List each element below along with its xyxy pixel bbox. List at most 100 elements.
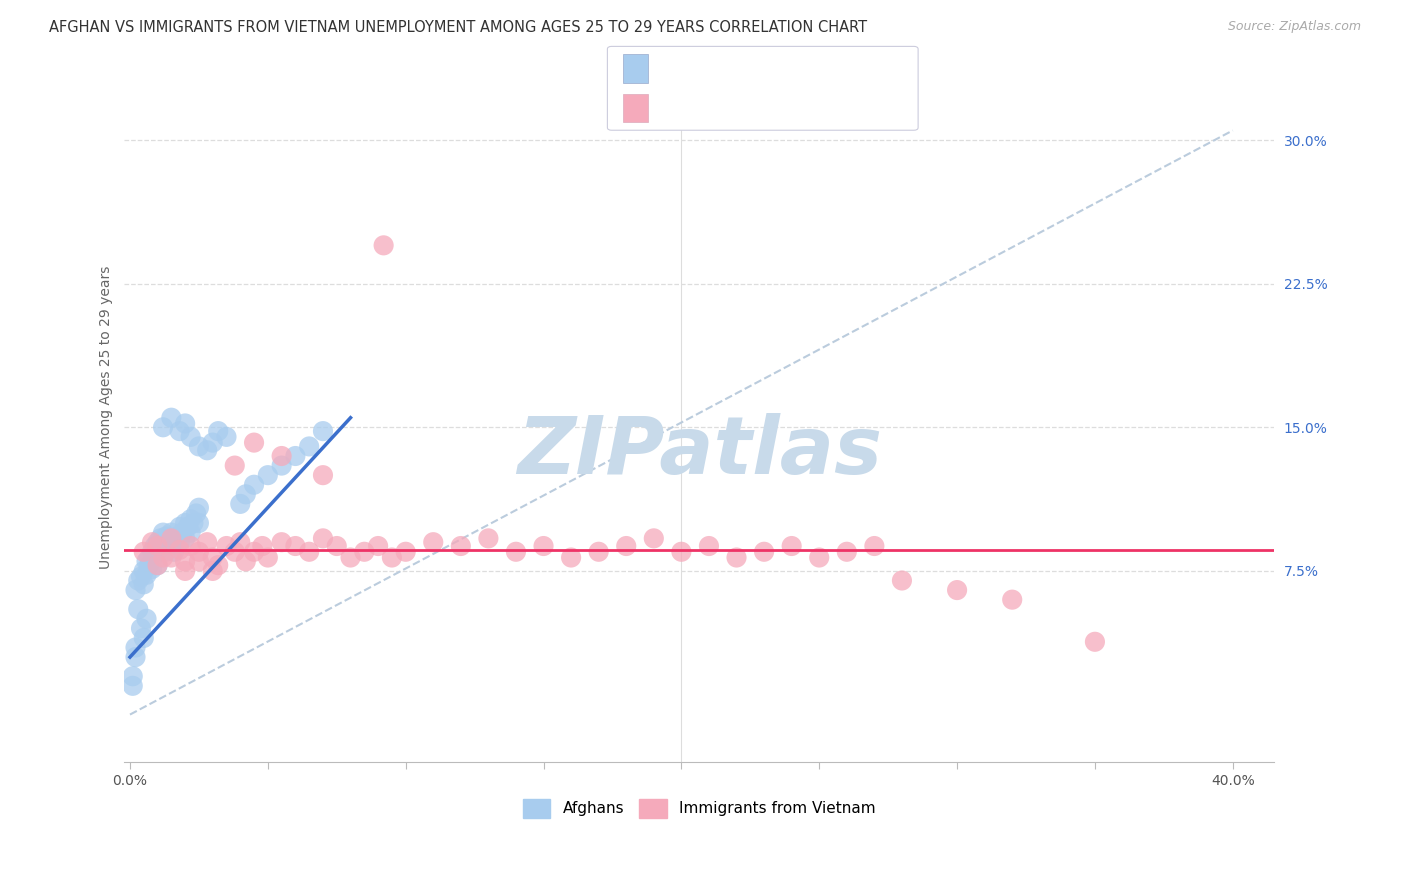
Point — [326, 539, 349, 553]
Point — [243, 435, 266, 450]
Point — [863, 539, 886, 553]
Point — [752, 545, 775, 559]
Point — [229, 535, 252, 549]
Point — [395, 545, 418, 559]
Point — [477, 532, 499, 546]
Point — [127, 574, 149, 588]
Point — [256, 468, 278, 483]
Point — [614, 539, 637, 553]
Point — [174, 554, 197, 568]
Point — [146, 535, 169, 549]
Point — [160, 539, 183, 553]
Point — [560, 550, 582, 565]
Point — [201, 550, 224, 565]
Point — [808, 550, 831, 565]
Point — [252, 539, 274, 553]
Point — [141, 562, 163, 576]
Point — [138, 558, 160, 573]
Point — [169, 520, 191, 534]
Point — [124, 640, 146, 655]
Text: ZIPatlas: ZIPatlas — [517, 413, 882, 491]
Point — [243, 545, 266, 559]
Point — [353, 545, 375, 559]
Point — [152, 539, 174, 553]
Point — [186, 507, 208, 521]
Point — [187, 500, 209, 515]
Point — [135, 554, 157, 568]
Point — [174, 564, 197, 578]
Point — [235, 487, 257, 501]
Text: R =  0.406   N = 66: R = 0.406 N = 66 — [659, 60, 821, 78]
Point — [187, 545, 209, 559]
Point — [132, 577, 155, 591]
Point — [127, 602, 149, 616]
Point — [149, 541, 172, 555]
Point — [187, 516, 209, 530]
Point — [160, 525, 183, 540]
Point — [149, 532, 172, 546]
Y-axis label: Unemployment Among Ages 25 to 29 years: Unemployment Among Ages 25 to 29 years — [100, 266, 114, 569]
Point — [143, 549, 166, 563]
Point — [312, 532, 335, 546]
Point — [195, 443, 218, 458]
Point — [671, 545, 693, 559]
Point — [129, 569, 152, 583]
Point — [174, 532, 197, 546]
Point — [121, 669, 143, 683]
Point — [143, 539, 166, 553]
Point — [146, 539, 169, 553]
Point — [166, 529, 188, 543]
Point — [284, 539, 307, 553]
Point — [270, 535, 292, 549]
Point — [180, 539, 202, 553]
Point — [169, 535, 191, 549]
Point — [235, 554, 257, 568]
Point — [146, 558, 169, 573]
Point — [207, 558, 229, 573]
Text: R = -0.008   N = 60: R = -0.008 N = 60 — [659, 99, 823, 117]
Point — [124, 650, 146, 665]
Point — [157, 535, 180, 549]
Point — [124, 583, 146, 598]
Point — [152, 525, 174, 540]
Point — [298, 439, 321, 453]
Point — [180, 525, 202, 540]
Point — [201, 435, 224, 450]
Point — [169, 424, 191, 438]
Point — [174, 516, 197, 530]
Point — [183, 516, 205, 530]
Point — [298, 545, 321, 559]
Point — [697, 539, 720, 553]
Point — [780, 539, 803, 553]
Point — [946, 583, 969, 598]
Point — [187, 554, 209, 568]
Point — [129, 621, 152, 635]
Point — [163, 532, 186, 546]
Point — [177, 520, 200, 534]
Text: Source: ZipAtlas.com: Source: ZipAtlas.com — [1227, 20, 1361, 33]
Point — [270, 458, 292, 473]
Point — [835, 545, 858, 559]
Point — [312, 424, 335, 438]
Point — [215, 539, 238, 553]
Point — [146, 545, 169, 559]
Point — [195, 535, 218, 549]
Point — [1084, 634, 1107, 648]
Point — [312, 468, 335, 483]
Point — [132, 545, 155, 559]
Point — [588, 545, 610, 559]
Point — [422, 535, 444, 549]
Point — [172, 525, 194, 540]
Point — [533, 539, 555, 553]
Point — [725, 550, 748, 565]
Point — [180, 430, 202, 444]
Point — [450, 539, 472, 553]
Point — [367, 539, 389, 553]
Point — [187, 439, 209, 453]
Point — [141, 535, 163, 549]
Point — [135, 612, 157, 626]
Point — [138, 550, 160, 565]
Point — [169, 542, 191, 557]
Point — [381, 550, 404, 565]
Point — [224, 458, 246, 473]
